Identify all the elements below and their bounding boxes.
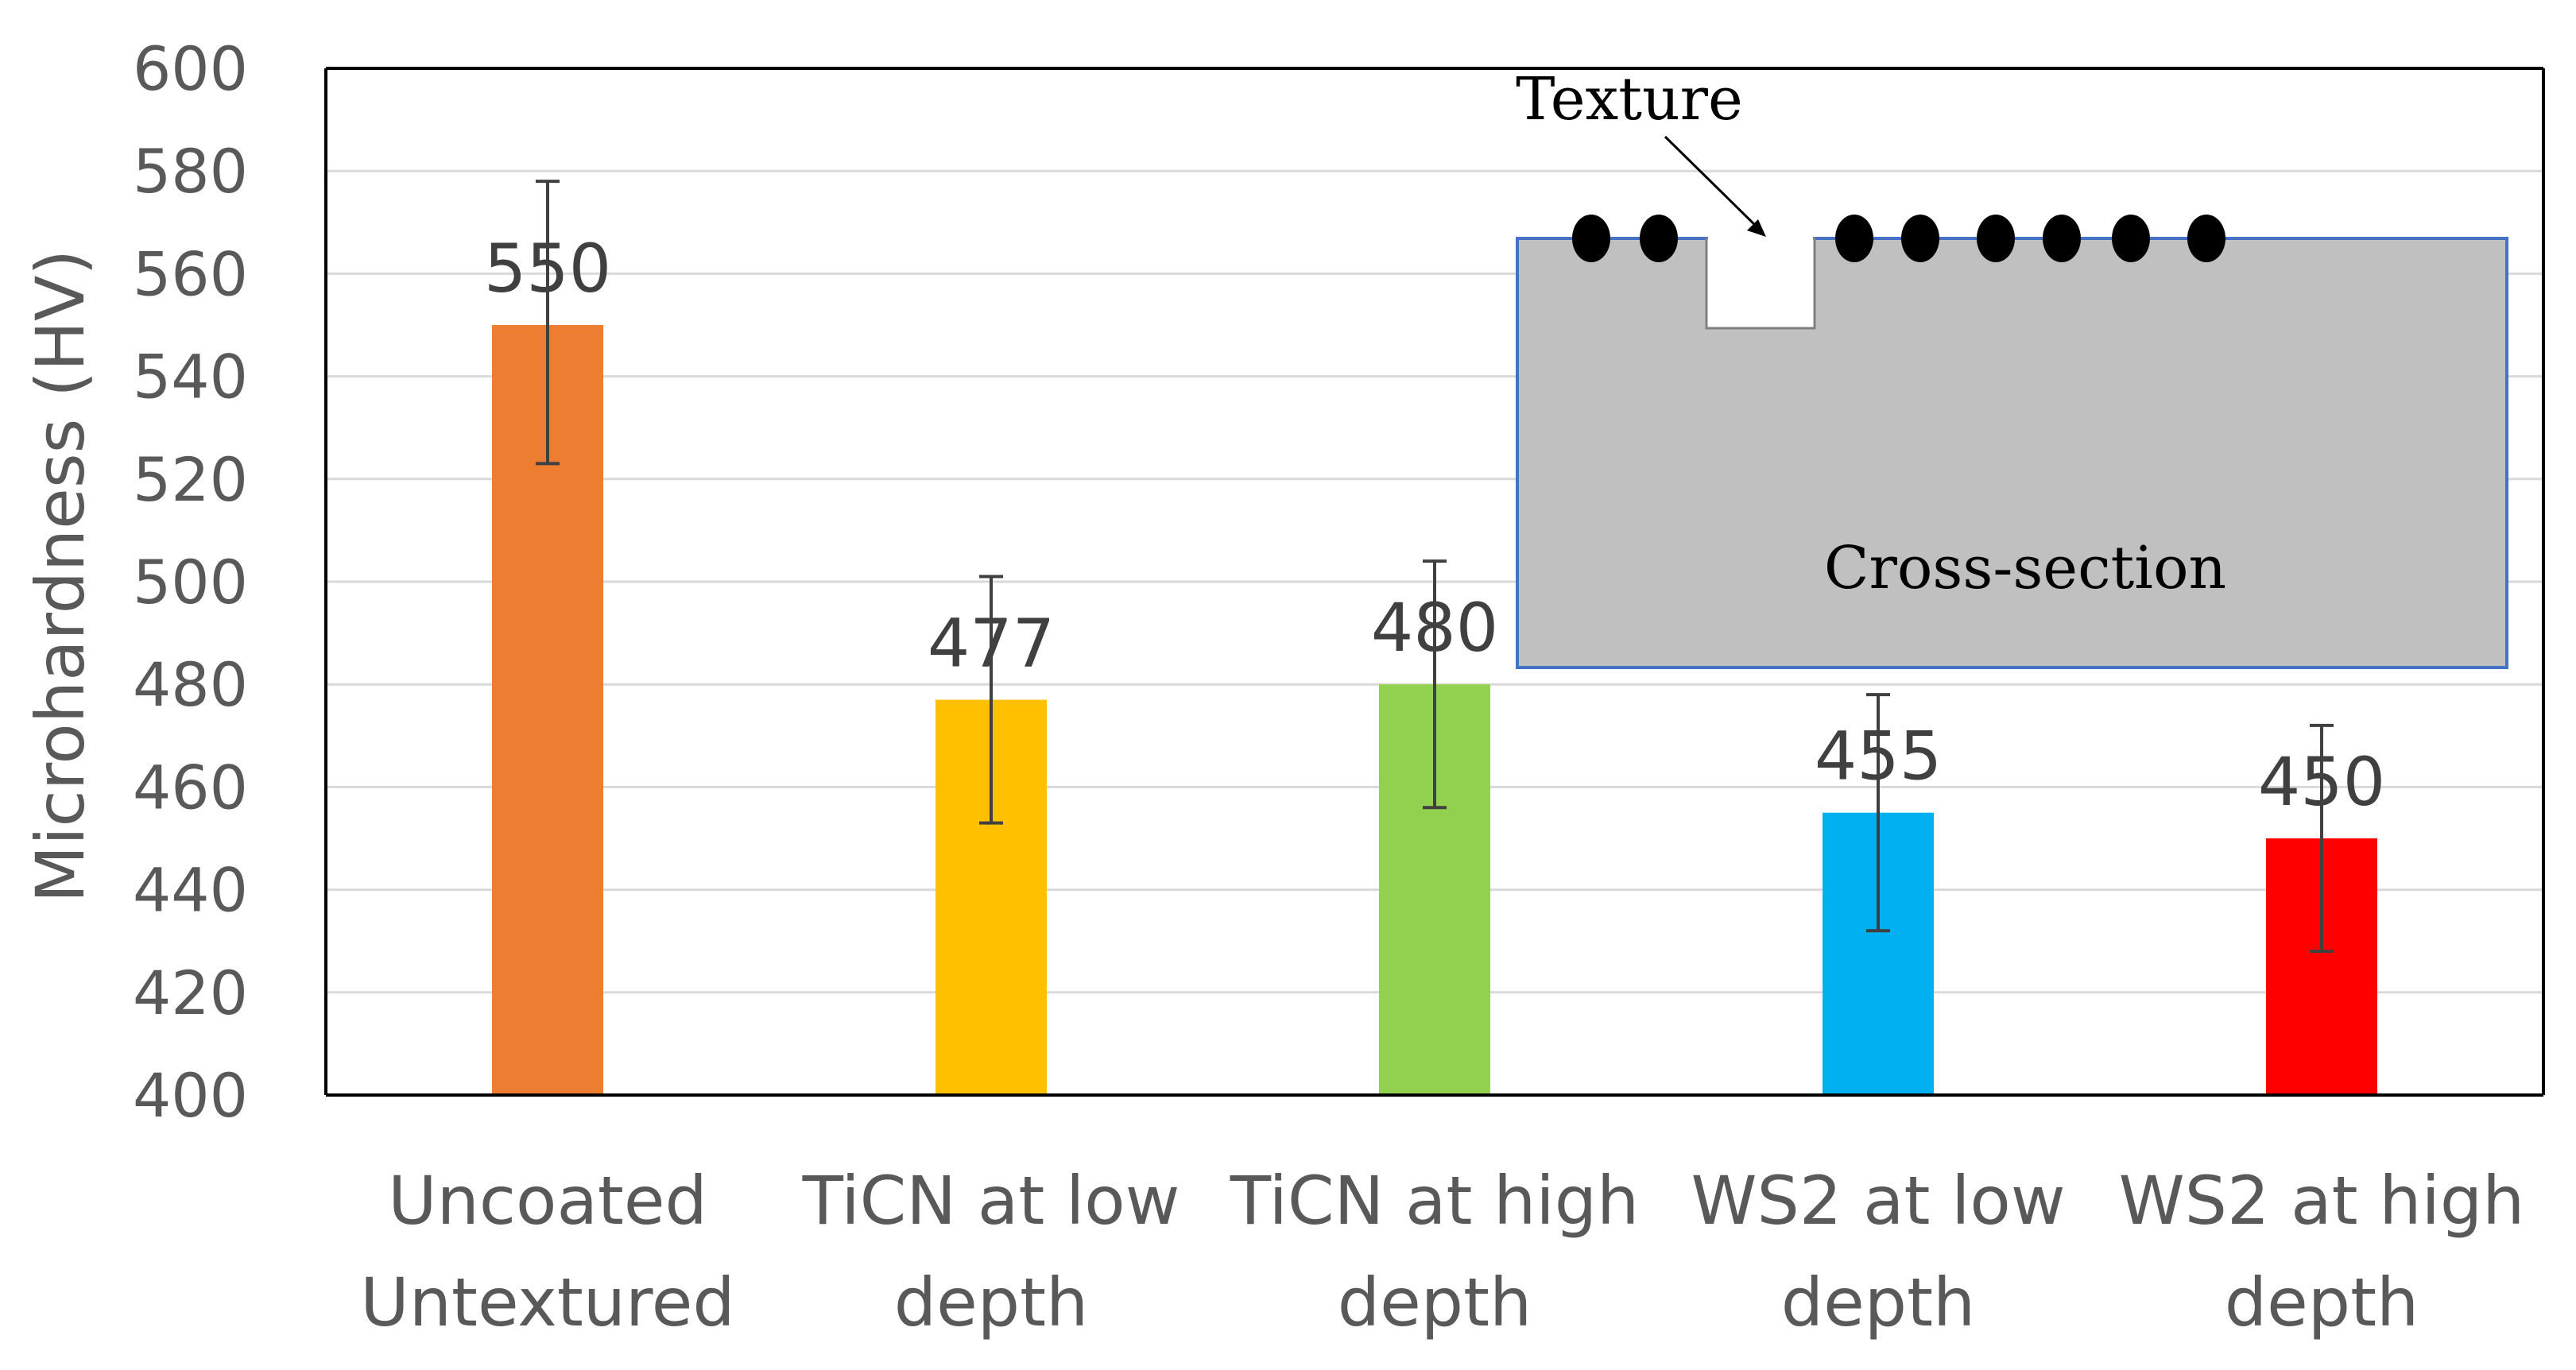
y-tick-label: 440 [133,855,248,926]
y-tick-label: 400 [133,1060,248,1131]
data-label: 455 [1815,718,1942,795]
coating-particle [2187,215,2225,262]
inset-texture-groove [1705,237,1816,330]
category-label: Untextured [360,1264,734,1341]
y-tick-label: 500 [133,547,248,617]
y-tick-label: 580 [133,136,248,207]
coating-particle [2112,215,2150,262]
inset-cross-section-block [1516,237,2508,669]
data-label: 450 [2258,743,2385,821]
axes [324,67,2545,1097]
y-tick-label: 540 [133,342,248,412]
y-axis-title: Microhardness (HV) [21,250,99,904]
category-labels: Uncoated Untextured TiCN at low depth TiCN a… [360,1162,2524,1341]
coating-particle [1835,215,1873,262]
category-label: Uncoated [388,1162,707,1240]
category-label: depth [894,1264,1089,1341]
y-tick-label: 460 [133,752,248,822]
cross-section-label: Cross-section [1824,534,2226,602]
y-tick-label: 520 [133,444,248,515]
y-tick-labels: 400 420 440 460 480 500 520 540 560 580 600 [133,33,248,1131]
category-label: depth [1338,1264,1532,1341]
texture-arrow-head [1747,219,1766,237]
category-label: depth [2225,1264,2419,1341]
data-label: 480 [1371,589,1498,667]
inset-coating-particles [1572,215,2225,262]
category-label: WS2 at high [2119,1162,2525,1240]
y-tick-label: 600 [133,33,248,104]
category-label: TiCN at high [1230,1162,1640,1240]
bars [492,325,2377,1095]
coating-particle [2043,215,2081,262]
y-tick-label: 560 [133,238,248,309]
coating-particle [1640,215,1678,262]
data-label: 477 [928,605,1055,683]
y-tick-label: 480 [133,649,248,720]
data-labels: 550 477 480 455 450 [484,230,2385,821]
texture-arrow-line [1664,135,1761,230]
texture-label: Texture [1516,65,1743,134]
category-label: TiCN at low [802,1162,1180,1240]
category-label: depth [1781,1264,1976,1341]
data-label: 550 [484,230,611,308]
coating-particle [1901,215,1939,262]
category-label: WS2 at low [1691,1162,2065,1240]
y-tick-label: 420 [133,958,248,1028]
coating-particle [1572,215,1610,262]
inset-schematic: Texture Cross-section [1516,65,2508,669]
error-bars [536,180,2334,954]
coating-particle [1977,215,2015,262]
